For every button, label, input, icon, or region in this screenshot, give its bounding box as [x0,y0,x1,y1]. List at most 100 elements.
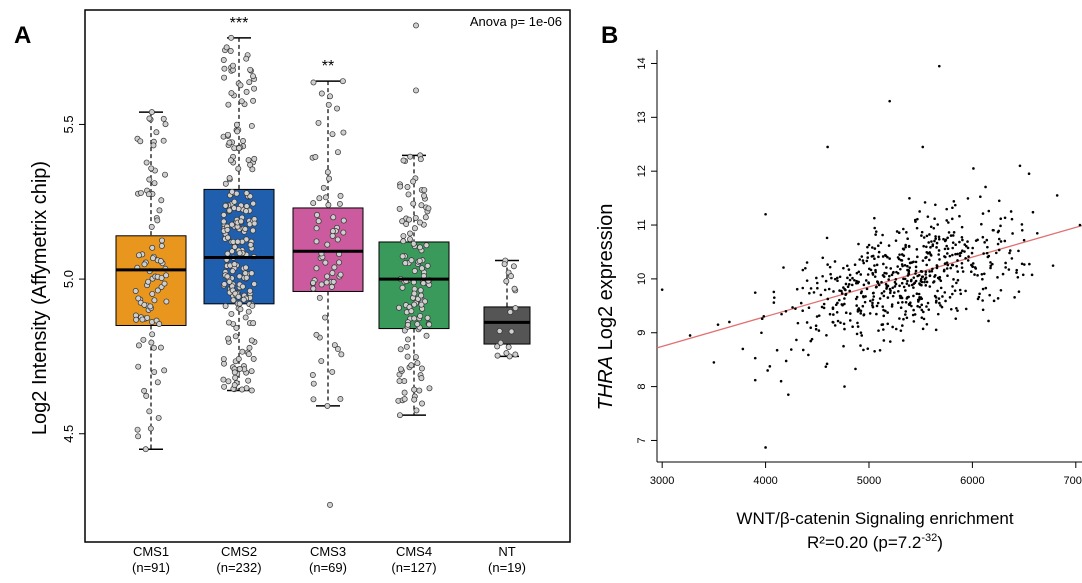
scatter-point [826,145,829,149]
data-point [233,121,240,128]
scatter-point [824,365,828,368]
data-point [230,62,236,69]
scatter-point [934,328,938,332]
scatter-point [851,276,854,280]
data-point [162,121,169,128]
scatter-point [716,323,720,326]
scatter-point [877,255,880,259]
scatter-point [842,322,846,326]
scatter-point [933,217,936,221]
scatter-point [809,326,813,329]
data-point [512,305,519,312]
scatter-point [910,304,913,308]
data-point [405,336,411,343]
y-tick-label: 5.0 [61,270,76,288]
data-point [407,153,414,160]
scatter-point [885,284,889,288]
data-point [335,149,341,156]
scatter-points [660,64,1082,449]
scatter-point [779,379,783,383]
data-point [334,236,341,243]
scatter-point [943,262,947,265]
data-point [228,310,235,317]
jitter-points [132,109,170,453]
data-point [331,264,338,271]
scatter-point [915,226,919,230]
scatter-point [824,279,828,283]
scatter-point [838,275,842,279]
data-point [417,313,424,319]
data-point [330,278,337,285]
scatter-point [914,279,918,283]
scatter-point [896,256,900,259]
scatter-point [1018,164,1022,168]
data-point [507,309,514,315]
scatter-point [1008,251,1011,255]
data-point [148,165,155,172]
data-point [423,332,430,339]
scatter-point [946,236,949,240]
data-point [224,131,231,138]
data-point [226,278,233,285]
scatter-point [876,244,880,248]
scatter-point [904,243,907,247]
data-point [137,138,144,145]
scatter-point [885,266,888,269]
data-point [147,425,154,432]
data-point [318,90,325,97]
data-point [310,279,317,286]
data-point [339,78,346,85]
scatter-point [1007,268,1011,271]
scatter-point [741,347,745,351]
data-point [225,335,232,342]
scatter-point [882,328,885,331]
scatter-point [971,265,974,269]
scatter-point [965,244,968,248]
data-point [251,220,258,227]
scatter-point [784,309,788,313]
data-point [420,280,427,287]
data-point [132,288,139,294]
scatter-point [836,301,839,305]
scatter-point [896,271,900,275]
scatter-point [816,286,819,290]
anova-annotation: Anova p= 1e-06 [470,14,562,29]
scatter-point [848,319,852,322]
scatter-point [949,307,953,311]
scatter-point [873,216,876,220]
scatter-point [814,324,818,327]
scatter-point [919,279,923,283]
scatter-point [844,311,848,315]
scatter-point [862,348,865,352]
data-point [149,331,156,338]
data-point [408,257,415,264]
data-point [338,351,345,358]
scatter-point [855,295,859,299]
scatter-point [825,333,828,337]
data-point [426,321,433,328]
scatter-point [925,250,929,254]
scatter-point [926,215,930,218]
scatter-point [918,210,921,213]
scatter-point [871,298,875,301]
x-tick-label: 6000 [960,475,984,487]
scatter-point [924,273,927,276]
scatter-point [915,248,919,251]
scatter-point [836,319,840,323]
scatter-point [970,263,973,267]
scatter-point [976,297,980,301]
scatter-point [859,312,863,315]
scatter-point [984,185,987,189]
data-point [337,396,344,402]
data-point [309,372,316,378]
scatter-point [825,236,829,240]
box-cms2: *** [203,15,275,394]
scatter-point [881,323,885,326]
data-point [231,205,238,212]
scatter-point [1009,210,1013,213]
scatter-point [821,256,825,260]
data-point [221,74,228,81]
scatter-point [935,241,939,245]
data-point [401,396,408,403]
scatter-point [987,209,991,213]
